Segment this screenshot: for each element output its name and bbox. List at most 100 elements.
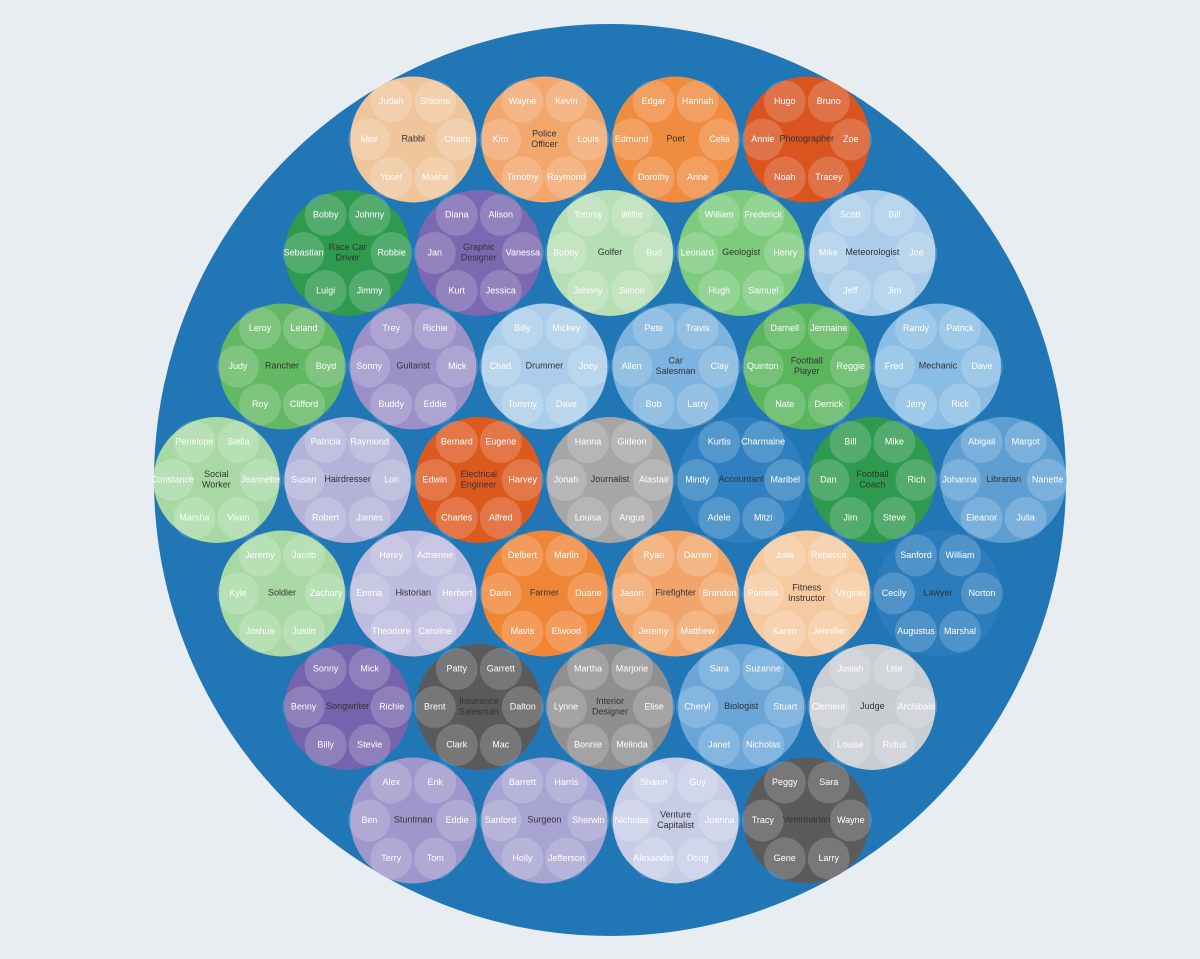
leaf-circle: [807, 610, 850, 653]
leaf-circle: [741, 118, 784, 161]
group-label: Lawyer: [923, 588, 952, 598]
leaf-label: Patricia: [311, 436, 341, 446]
leaf-circle: [895, 232, 938, 274]
leaf-label: Alexander: [633, 853, 674, 863]
leaf-label: Nate: [775, 399, 794, 409]
group-node: William Frederick Leonard Henry Hugh Samuel Ge…: [676, 190, 807, 316]
group-circle: [875, 303, 1001, 430]
leaf-label: Margot: [1012, 436, 1041, 446]
group-node: Delbert Marlin Darin Duane Mavis Elwood Farmer: [479, 530, 610, 657]
leaf-circle: [435, 648, 478, 690]
leaf-circle: [633, 459, 675, 501]
leaf-label: Adele: [708, 512, 731, 522]
group-circle: [350, 303, 477, 430]
leaf-label: Leroy: [249, 323, 272, 333]
group-node: Shawn Guy Nicholas Joanna Alexander Doug Ventu…: [610, 757, 741, 884]
leaf-label: Cecily: [882, 588, 907, 598]
leaf-circle: [501, 610, 544, 653]
leaf-circle: [939, 534, 981, 577]
leaf-circle: [545, 232, 587, 274]
leaf-circle: [632, 307, 675, 350]
leaf-circle: [348, 421, 391, 463]
leaf-circle: [348, 345, 391, 388]
leaf-circle: [413, 459, 456, 501]
group-circle: [481, 303, 608, 430]
leaf-circle: [370, 610, 413, 653]
leaf-label: Penelope: [175, 436, 213, 446]
group-circle: [612, 76, 739, 203]
leaf-circle: [763, 156, 806, 199]
leaf-label: Frederick: [744, 209, 782, 219]
leaf-label: Henry: [379, 550, 404, 560]
leaf-circle: [567, 724, 609, 766]
leaf-label: Fred: [885, 361, 904, 371]
leaf-label: Abigail: [968, 436, 995, 446]
group-label: Songwriter: [326, 701, 369, 711]
leaf-circle: [763, 761, 806, 804]
leaf-label: Buddy: [378, 399, 404, 409]
leaf-circle: [807, 761, 850, 804]
leaf-label: Edgar: [642, 96, 666, 106]
leaf-label: Bonnie: [574, 739, 602, 749]
leaf-label: Judah: [379, 96, 404, 106]
group-label: Poet: [666, 134, 685, 144]
leaf-circle: [610, 572, 653, 615]
leaf-circle: [807, 459, 850, 501]
leaf-circle: [1026, 459, 1069, 501]
leaf-label: Benny: [291, 701, 317, 711]
leaf-label: Dorothy: [638, 172, 670, 182]
leaf-circle: [370, 80, 413, 123]
leaf-label: Willie: [621, 209, 643, 219]
leaf-circle: [632, 383, 675, 426]
leaf-circle: [217, 345, 259, 388]
leaf-circle: [610, 118, 653, 161]
group-label: Historian: [395, 588, 431, 598]
leaf-circle: [304, 497, 347, 539]
leaf-label: Hugh: [708, 285, 730, 295]
leaf-label: Mavis: [511, 626, 535, 636]
leaf-circle: [501, 459, 544, 501]
leaf-label: Wayne: [837, 815, 865, 825]
leaf-label: Patty: [447, 663, 468, 673]
leaf-label: Maribel: [770, 474, 800, 484]
group-circle: [481, 757, 608, 884]
leaf-label: Stella: [227, 436, 250, 446]
leaf-circle: [873, 345, 915, 388]
leaf-label: Doug: [687, 853, 709, 863]
leaf-label: Jason: [620, 588, 644, 598]
leaf-circle: [632, 80, 675, 123]
leaf-label: Martha: [574, 663, 602, 673]
leaf-circle: [414, 610, 457, 653]
leaf-circle: [611, 497, 653, 539]
leaf-label: Darnell: [771, 323, 800, 333]
leaf-label: Leonard: [681, 247, 714, 257]
group-circle: [415, 190, 542, 316]
leaf-label: Jerry: [906, 399, 926, 409]
leaf-label: Mike: [885, 436, 904, 446]
group-node: Sanford William Cecily Norton Augustus Marsha…: [873, 530, 1003, 657]
leaf-label: Mick: [360, 663, 379, 673]
leaf-label: Simon: [619, 285, 645, 295]
group-node: Kurtis Charmaine Mindy Maribel Adele Mitzi Acc…: [676, 417, 807, 543]
leaf-circle: [698, 497, 741, 539]
leaf-label: Elise: [644, 701, 664, 711]
leaf-circle: [479, 799, 522, 842]
leaf-circle: [829, 572, 872, 615]
group-node: Bernard Eugene Edwin Harvey Charles Alfred Ele…: [413, 417, 544, 543]
group-label: Rancher: [265, 361, 299, 371]
leaf-label: Joanna: [705, 815, 735, 825]
leaf-label: Lori: [384, 474, 399, 484]
leaf-circle: [436, 345, 479, 388]
leaf-label: Jim: [887, 285, 901, 295]
group-node: Bobby Johnny Sebastian Robbie Luigi Jimmy Race…: [282, 190, 413, 316]
leaf-label: Bruno: [817, 96, 841, 106]
group-node: Wayne Kevin Kim Louis Timothy Raymond Police Of…: [479, 76, 610, 203]
leaf-label: Travis: [686, 323, 711, 333]
group-label: Fitness Instructor: [788, 583, 826, 604]
group-circle: [743, 530, 870, 657]
leaf-label: Clifford: [290, 399, 318, 409]
leaf-label: Jan: [428, 247, 443, 257]
leaf-circle: [939, 307, 981, 350]
leaf-circle: [436, 799, 479, 842]
